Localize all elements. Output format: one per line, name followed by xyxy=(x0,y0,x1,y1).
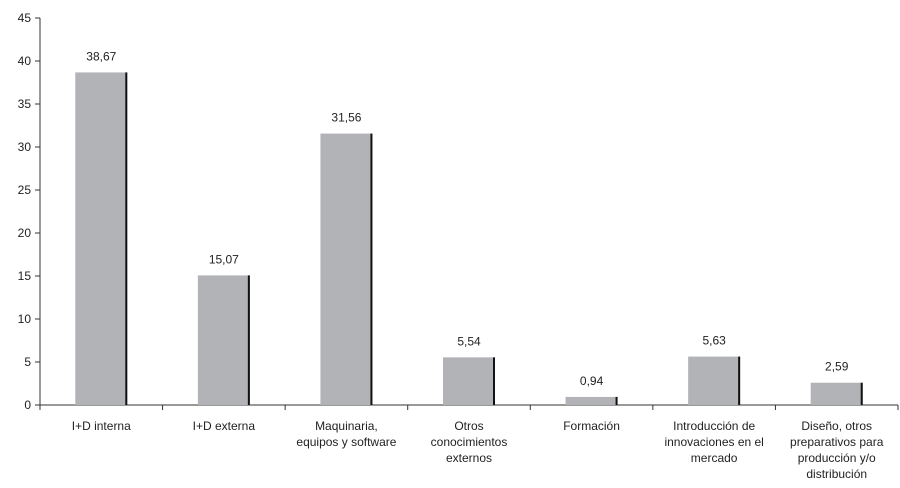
y-tick-label: 15 xyxy=(18,269,32,283)
bar xyxy=(810,382,863,405)
category-label-line: mercado xyxy=(691,451,738,465)
y-tick-label: 20 xyxy=(18,226,32,240)
category-label-line: externos xyxy=(446,451,492,465)
bars xyxy=(75,72,863,406)
data-label: 5,54 xyxy=(457,334,481,348)
category-label-line: Diseño, otros xyxy=(801,419,872,433)
x-axis xyxy=(39,404,899,410)
data-label: 15,07 xyxy=(209,252,239,266)
y-tick-label: 0 xyxy=(24,398,31,412)
bar-shadow xyxy=(860,382,863,405)
category-label-line: I+D interna xyxy=(72,419,131,433)
data-labels: 38,67 15,07 31,56 5,54 0,94 5,63 2,59 xyxy=(86,49,848,387)
category-label: Introducción de innovaciones en el mercado xyxy=(664,419,763,465)
category-label-line: preparativos para xyxy=(790,435,884,449)
category-label-line: equipos y software xyxy=(296,435,396,449)
data-label: 5,63 xyxy=(702,334,726,348)
category-labels: I+D interna I+D externa Maquinaria, equipos… xyxy=(72,419,884,481)
category-label: I+D externa xyxy=(193,419,256,433)
category-label: Maquinaria, equipos y software xyxy=(296,419,396,449)
category-label-line: innovaciones en el xyxy=(664,435,763,449)
data-label: 38,67 xyxy=(86,49,116,63)
bar-shadow xyxy=(493,357,495,405)
bar xyxy=(443,357,495,405)
y-axis: 0 5 10 15 20 25 30 35 40 45 xyxy=(18,11,41,412)
bar xyxy=(320,133,373,406)
category-label-line: Maquinaria, xyxy=(315,419,378,433)
category-label-line: distribución xyxy=(806,467,867,481)
category-label-line: Otros xyxy=(454,419,483,433)
data-label: 31,56 xyxy=(331,111,361,125)
category-label-line: Formación xyxy=(563,419,620,433)
category-label-line: I+D externa xyxy=(193,419,256,433)
data-label: 0,94 xyxy=(580,374,604,388)
category-label-line: conocimientos xyxy=(431,435,508,449)
bar xyxy=(75,72,128,406)
category-label: Otros conocimientos externos xyxy=(431,419,508,465)
bar-shadow xyxy=(125,72,128,406)
category-label-line: producción y/o xyxy=(798,451,876,465)
category-label: Diseño, otros preparativos para producción… xyxy=(790,419,884,481)
y-tick-label: 45 xyxy=(18,11,32,25)
bar xyxy=(197,275,250,405)
bar-shadow xyxy=(370,133,373,406)
y-tick-label: 35 xyxy=(18,97,32,111)
y-tick-label: 30 xyxy=(18,140,32,154)
y-tick-label: 5 xyxy=(24,355,31,369)
bar xyxy=(688,356,741,405)
y-tick-label: 25 xyxy=(18,183,32,197)
y-tick-label: 10 xyxy=(18,312,32,326)
y-tick-label: 40 xyxy=(18,54,32,68)
bar xyxy=(565,396,618,405)
category-label-line: Introducción de xyxy=(673,419,755,433)
bar-shadow xyxy=(738,356,741,405)
data-label: 2,59 xyxy=(825,360,849,374)
bar-shadow xyxy=(615,396,618,405)
category-label: I+D interna xyxy=(72,419,131,433)
category-label: Formación xyxy=(563,419,620,433)
bar-shadow xyxy=(247,275,250,405)
